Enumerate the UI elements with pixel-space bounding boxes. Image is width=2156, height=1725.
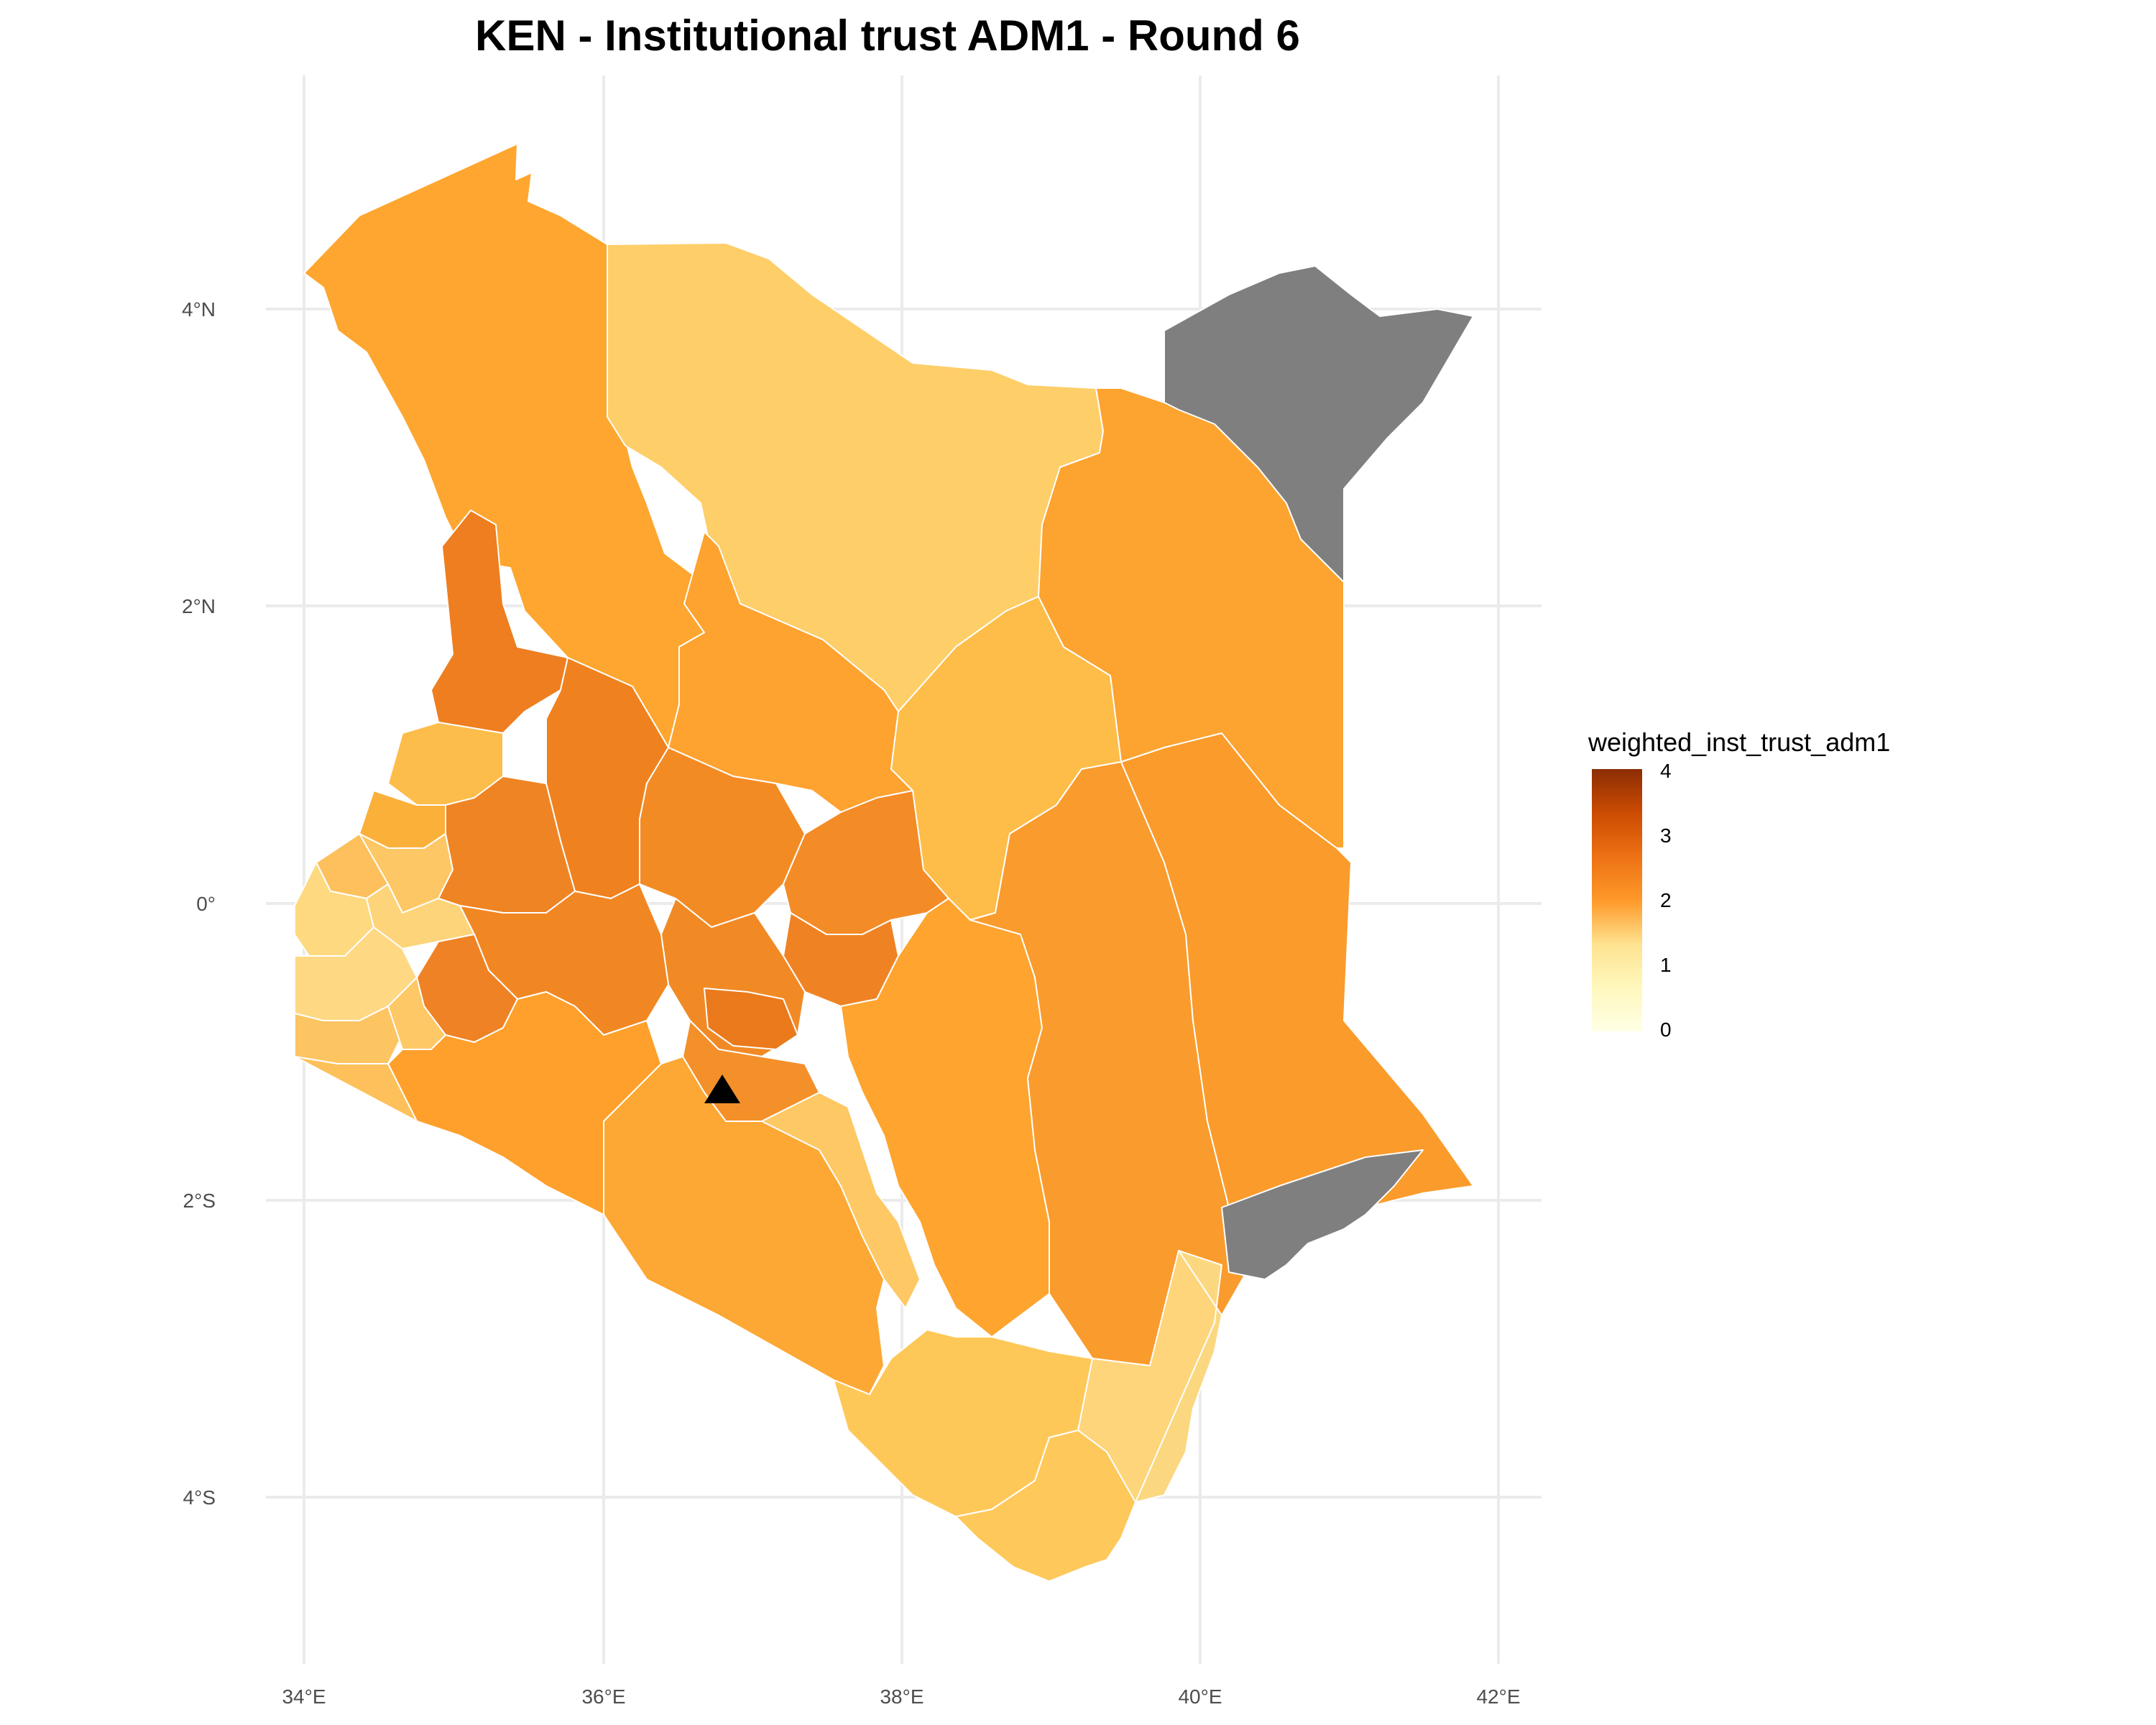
y-tick-label: 4°S <box>183 1486 216 1509</box>
legend-tick-label: 4 <box>1660 760 1672 782</box>
legend-colorbar <box>1592 769 1642 1031</box>
legend-tick-label: 1 <box>1660 954 1672 976</box>
region-makueni <box>761 1092 921 1309</box>
region-nairobi <box>704 988 798 1050</box>
x-tick-label: 34°E <box>282 1685 326 1708</box>
map-title: KEN - Institutional trust ADM1 - Round 6 <box>475 12 1300 60</box>
x-tick-label: 36°E <box>581 1685 625 1708</box>
regions <box>294 143 1474 1582</box>
legend-title: weighted_inst_trust_adm1 <box>1588 727 1890 757</box>
region-narok <box>387 991 662 1215</box>
capital-marker <box>704 1075 740 1103</box>
x-axis: 34°E 36°E 38°E 40°E 42°E <box>282 1685 1520 1708</box>
legend-tick-label: 2 <box>1660 889 1672 911</box>
region-kwale <box>955 1430 1136 1582</box>
x-tick-label: 38°E <box>880 1685 923 1708</box>
region-coastal-south <box>1135 1250 1222 1503</box>
y-axis: 4°N 2°N 0° 2°S 4°S <box>182 298 216 1509</box>
legend-tick-label: 0 <box>1660 1018 1672 1041</box>
region-lamu <box>1221 1149 1424 1280</box>
y-tick-label: 2°S <box>183 1190 216 1212</box>
x-tick-label: 40°E <box>1178 1685 1222 1708</box>
y-tick-label: 2°N <box>182 595 216 617</box>
region-mandera <box>1164 265 1474 583</box>
legend: weighted_inst_trust_adm1 4 3 2 1 0 <box>1588 727 1890 1041</box>
x-tick-label: 42°E <box>1476 1685 1520 1708</box>
y-tick-label: 4°N <box>182 298 216 321</box>
legend-tick-label: 3 <box>1660 824 1672 847</box>
y-tick-label: 0° <box>196 893 216 915</box>
region-trans-mara <box>294 1056 418 1122</box>
